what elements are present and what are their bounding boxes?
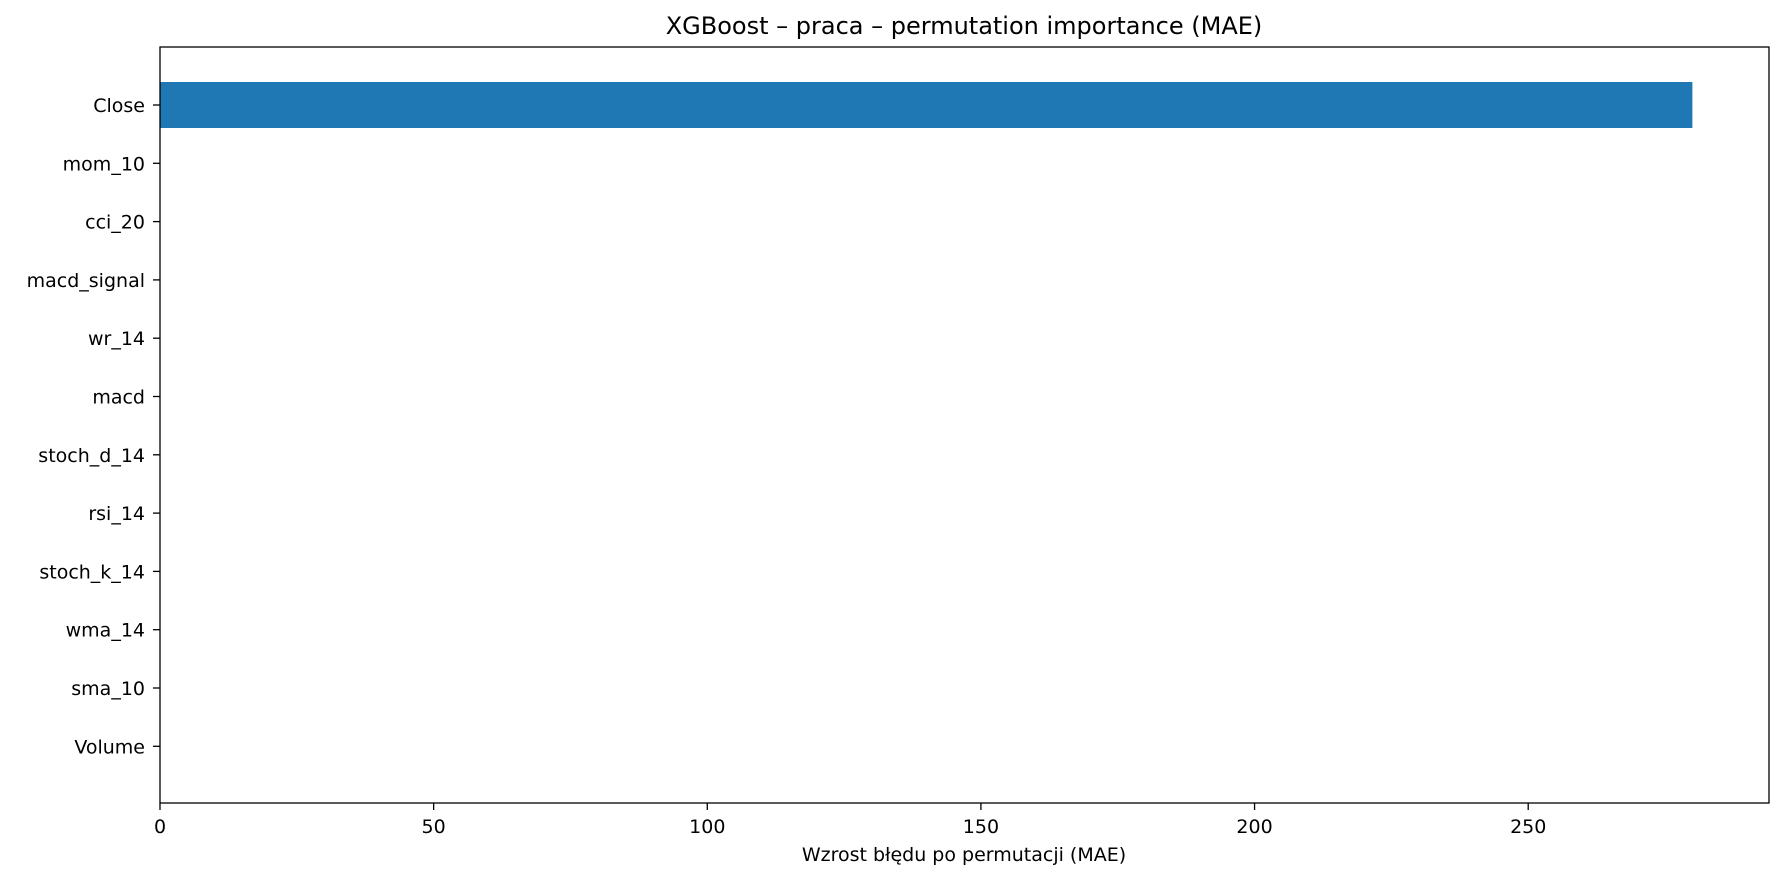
y-tick-label: rsi_14 xyxy=(88,503,145,525)
y-tick-label: stoch_k_14 xyxy=(39,561,145,583)
y-tick-label: sma_10 xyxy=(71,678,145,700)
chart-title: XGBoost – praca – permutation importance… xyxy=(666,12,1263,40)
y-tick-label: macd xyxy=(92,387,145,409)
x-tick-label: 100 xyxy=(689,816,725,838)
x-tick-label: 200 xyxy=(1236,816,1272,838)
plot-frame xyxy=(159,46,1770,804)
y-tick-label: Close xyxy=(93,95,145,117)
y-tick-label: wma_14 xyxy=(66,620,145,642)
x-axis: 0 50 100 150 200 250 xyxy=(154,803,1546,838)
x-tick-label: 0 xyxy=(154,816,166,838)
x-tick-label: 150 xyxy=(963,816,999,838)
y-tick-label: cci_20 xyxy=(85,212,145,234)
y-tick-label: stoch_d_14 xyxy=(38,445,145,467)
y-tick-label: Volume xyxy=(74,736,145,758)
y-tick-label: wr_14 xyxy=(88,328,145,350)
bar-close xyxy=(160,82,1693,128)
x-tick-label: 250 xyxy=(1510,816,1546,838)
y-tick-label: mom_10 xyxy=(63,153,145,175)
y-tick-label: macd_signal xyxy=(27,270,145,292)
x-axis-label: Wzrost błędu po permutacji (MAE) xyxy=(802,844,1126,866)
x-tick-label: 50 xyxy=(422,816,446,838)
bars-group xyxy=(160,82,1693,128)
